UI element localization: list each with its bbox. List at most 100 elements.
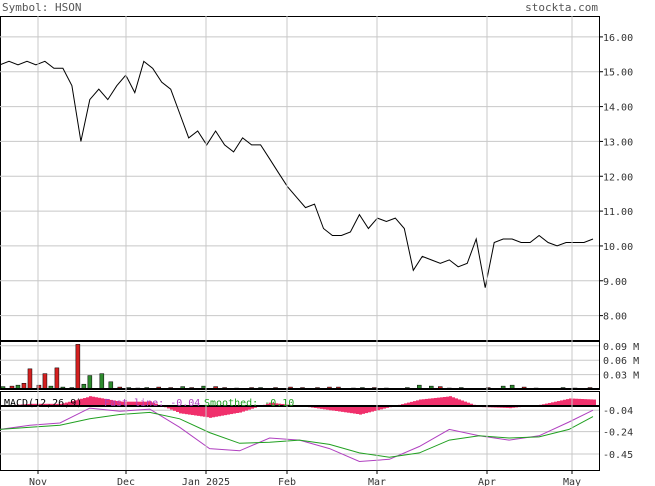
price-tick-label: 11.00: [603, 207, 633, 218]
x-tick-label: Dec: [117, 477, 135, 486]
macd-histogram-bar: [152, 402, 155, 406]
macd-histogram-bar: [149, 401, 152, 406]
macd-histogram-bar: [212, 405, 215, 418]
macd-histogram-bar: [422, 399, 425, 406]
macd-histogram-bar: [347, 405, 350, 413]
macd-histogram-bar: [104, 398, 107, 406]
macd-histogram-bar: [443, 397, 446, 406]
macd-histogram-bar: [332, 405, 335, 411]
macd-histogram-bar: [557, 401, 560, 406]
macd-histogram-bar: [374, 405, 377, 411]
volume-bar: [99, 373, 105, 390]
macd-histogram-bar: [362, 405, 365, 414]
macd-histogram-bar: [587, 399, 590, 406]
macd-histogram-bar: [572, 398, 575, 406]
macd-histogram-bar: [359, 405, 362, 415]
volume-bar: [27, 368, 33, 390]
macd-histogram-bar: [431, 398, 434, 406]
price-frame: [0, 16, 600, 341]
macd-histogram-bar: [227, 405, 230, 415]
volume-tick-label: 0.09 M: [603, 342, 639, 353]
macd-histogram-bar: [113, 400, 116, 406]
x-tick-label: Feb: [278, 477, 296, 486]
x-tick-label: Jan 2025: [182, 477, 230, 486]
macd-histogram-bar: [380, 405, 383, 410]
macd-histogram-bar: [377, 405, 380, 411]
macd-histogram-bar: [461, 400, 464, 406]
macd-histogram-bar: [341, 405, 344, 412]
macd-histogram-bar: [230, 405, 233, 415]
macd-histogram-bar: [551, 402, 554, 406]
macd-histogram-bar: [506, 405, 509, 408]
macd-histogram-bar: [329, 405, 332, 411]
price-tick-label: 12.00: [603, 172, 633, 183]
price-panel: 16.00 15.00 14.00 13.00 12.00 11.00 10.00 9.00 8…: [0, 16, 633, 341]
price-line: [0, 60, 594, 288]
macd-histogram-bar: [419, 399, 422, 406]
macd-histogram-bar: [155, 403, 158, 406]
macd-histogram-bar: [278, 403, 281, 406]
macd-histogram-bar: [356, 405, 359, 415]
macd-histogram-bar: [593, 399, 596, 406]
macd-histogram-bar: [407, 402, 410, 406]
macd-histogram-bar: [35, 403, 38, 406]
price-tick-label: 9.00: [603, 277, 627, 288]
macd-histogram-bar: [272, 403, 275, 406]
macd-histogram-bar: [95, 397, 98, 406]
x-tick-label: May: [563, 477, 581, 486]
macd-histogram-bar: [563, 399, 566, 406]
macd-histogram-bar: [32, 403, 35, 406]
macd-histogram-bar: [320, 405, 323, 409]
macd-label: MACD(12,26,9): [4, 398, 82, 409]
macd-histogram-bar: [209, 405, 212, 418]
macd-histogram-bar: [233, 405, 236, 414]
macd-histogram-bar: [383, 405, 386, 409]
macd-histogram-bar: [344, 405, 347, 413]
macd-histogram-bar: [338, 405, 341, 412]
macd-histogram-bar: [368, 405, 371, 413]
macd-histogram-bar: [122, 401, 125, 406]
macd-histogram-bar: [29, 403, 32, 406]
macd-histogram-bar: [248, 405, 251, 410]
price-tick-label: 10.00: [603, 242, 633, 253]
macd-histogram-bar: [581, 399, 584, 406]
macd-histogram-bar: [245, 405, 248, 411]
macd-histogram-bar: [197, 405, 200, 416]
x-axis: Nov Dec Jan 2025 Feb Mar Apr May: [29, 16, 581, 486]
macd-histogram-bar: [410, 401, 413, 406]
macd-histogram-bar: [68, 401, 71, 406]
site-label: stockta.com: [525, 1, 598, 14]
macd-histogram-bar: [92, 396, 95, 406]
macd-histogram-bar: [188, 405, 191, 415]
price-tick-label: 15.00: [603, 68, 633, 79]
macd-histogram-bar: [317, 405, 320, 409]
macd-histogram-bar: [509, 405, 512, 409]
macd-histogram-bar: [71, 401, 74, 406]
macd-histogram-bar: [170, 405, 173, 410]
macd-histogram-bar: [185, 405, 188, 415]
macd-histogram-bar: [182, 405, 185, 414]
macd-histogram-bar: [266, 403, 269, 406]
macd-histogram-bar: [440, 397, 443, 406]
macd-histogram-bar: [566, 399, 569, 406]
macd-histogram-bar: [464, 401, 467, 406]
macd-histogram-bar: [569, 398, 572, 406]
macd-histogram-bar: [86, 397, 89, 406]
macd-histogram-bar: [74, 400, 77, 406]
macd-histogram-bar: [242, 405, 245, 412]
volume-bar: [108, 381, 114, 390]
macd-histogram-bar: [275, 403, 278, 406]
macd-histogram-bar: [107, 399, 110, 406]
macd-histogram-bar: [194, 405, 197, 416]
volume-panel: 0.09 M 0.06 M 0.03 M: [0, 341, 639, 390]
macd-histogram-bar: [470, 403, 473, 406]
macd-histogram-bar: [89, 396, 92, 406]
macd-histogram-bar: [146, 401, 149, 406]
macd-histogram-bar: [335, 405, 338, 412]
fast-line-label: Fast line: -0.04: [104, 398, 200, 409]
macd-tick-label: -0.24: [603, 428, 633, 439]
macd-histogram-bar: [191, 405, 194, 416]
macd-histogram-bar: [326, 405, 329, 410]
macd-histogram-bar: [251, 405, 254, 409]
